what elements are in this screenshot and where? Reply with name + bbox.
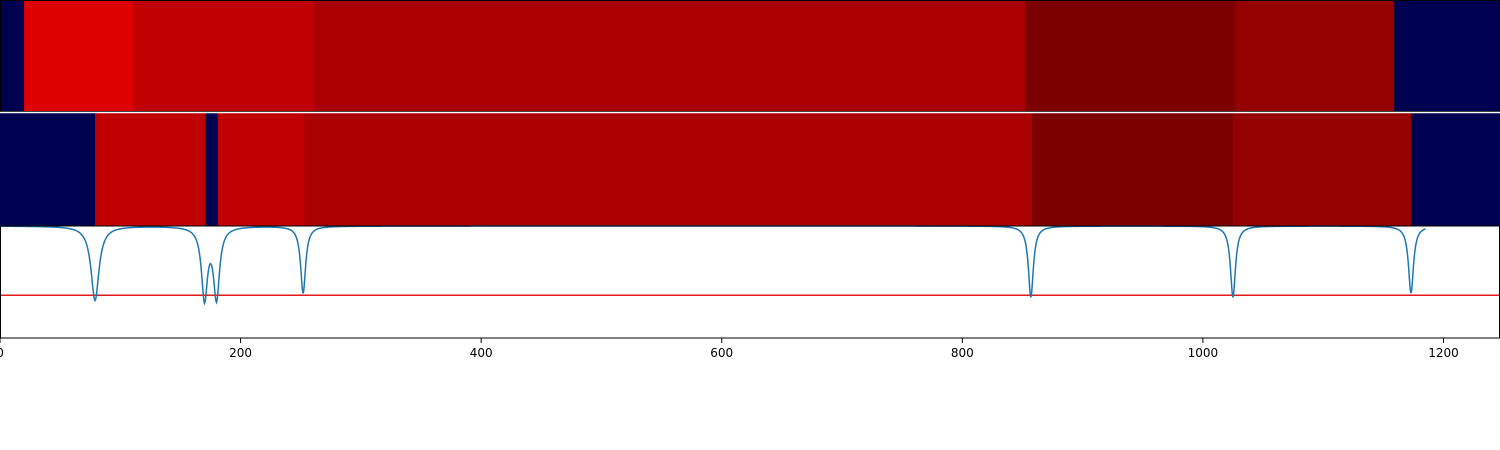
- x-tick-label-200: 200: [229, 346, 252, 360]
- x-tick-label-600: 600: [710, 346, 733, 360]
- track-2-segment-5: [304, 113, 1033, 226]
- x-tick-label-400: 400: [470, 346, 493, 360]
- heatmap-track-1: [0, 0, 1500, 112]
- x-tick-label-0: 0: [0, 346, 4, 360]
- track-2-segment-3: [205, 113, 219, 226]
- x-axis: 0 200 400 600 800 1000 1200: [0, 338, 1459, 360]
- track-2-segment-8: [1410, 113, 1500, 226]
- signal-panel-background: [0, 226, 1500, 338]
- track-2-segment-2: [95, 113, 207, 226]
- x-tick-label-1200: 1200: [1428, 346, 1459, 360]
- x-tick-label-800: 800: [951, 346, 974, 360]
- track-1-segment-3: [133, 0, 315, 112]
- x-tick-label-1000: 1000: [1188, 346, 1219, 360]
- track-1-segment-6: [1235, 0, 1395, 112]
- track-1-segment-1: [0, 0, 25, 112]
- track-2-segment-6: [1032, 113, 1234, 226]
- track-2-segment-1: [0, 113, 96, 226]
- track-1-segment-4: [313, 0, 1026, 112]
- heatmap-track-2: [0, 113, 1500, 226]
- track-1-segment-5: [1024, 0, 1236, 112]
- track-2-segment-4: [217, 113, 305, 226]
- track-1-segment-2: [24, 0, 135, 112]
- track-1-segment-7: [1394, 0, 1500, 112]
- track-2-segment-7: [1232, 113, 1412, 226]
